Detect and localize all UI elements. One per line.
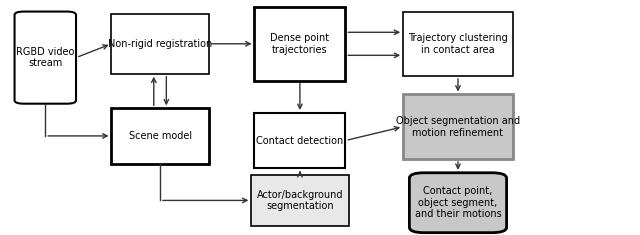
FancyBboxPatch shape <box>255 113 346 168</box>
Text: Actor/background
segmentation: Actor/background segmentation <box>257 190 343 211</box>
FancyBboxPatch shape <box>111 108 209 164</box>
FancyBboxPatch shape <box>252 175 349 226</box>
Text: Object segmentation and
motion refinement: Object segmentation and motion refinemen… <box>396 116 520 137</box>
Text: Non-rigid registration: Non-rigid registration <box>108 39 212 49</box>
Text: Scene model: Scene model <box>129 131 191 141</box>
Text: Dense point
trajectories: Dense point trajectories <box>270 33 330 55</box>
FancyBboxPatch shape <box>403 12 513 76</box>
FancyBboxPatch shape <box>111 14 209 74</box>
Text: Contact point,
object segment,
and their motions: Contact point, object segment, and their… <box>415 186 501 219</box>
FancyBboxPatch shape <box>15 12 76 104</box>
Text: RGBD video
stream: RGBD video stream <box>16 47 74 68</box>
FancyBboxPatch shape <box>410 173 507 233</box>
FancyBboxPatch shape <box>255 7 346 81</box>
Text: Trajectory clustering
in contact area: Trajectory clustering in contact area <box>408 33 508 55</box>
Text: Contact detection: Contact detection <box>256 136 344 145</box>
FancyBboxPatch shape <box>403 94 513 159</box>
